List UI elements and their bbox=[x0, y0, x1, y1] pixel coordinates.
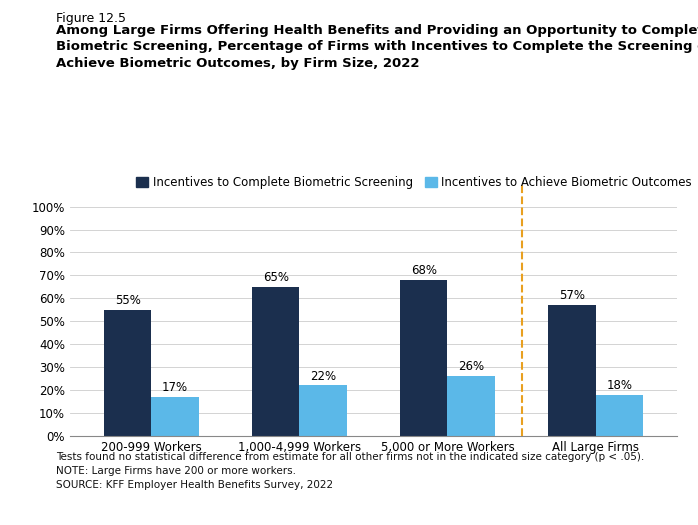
Bar bbox=[447, 376, 495, 436]
Text: 17%: 17% bbox=[162, 381, 188, 394]
Text: 18%: 18% bbox=[607, 379, 632, 392]
Bar bbox=[151, 397, 199, 436]
Text: 57%: 57% bbox=[559, 289, 585, 302]
Text: 26%: 26% bbox=[458, 361, 484, 373]
Bar bbox=[104, 310, 151, 436]
Text: 68%: 68% bbox=[411, 264, 437, 277]
Bar bbox=[548, 305, 595, 436]
Text: 55%: 55% bbox=[114, 294, 140, 307]
Bar bbox=[595, 394, 643, 436]
Text: 65%: 65% bbox=[262, 271, 289, 284]
Text: Figure 12.5: Figure 12.5 bbox=[56, 12, 126, 25]
Text: 22%: 22% bbox=[310, 370, 336, 383]
Bar bbox=[400, 280, 447, 436]
Text: Among Large Firms Offering Health Benefits and Providing an Opportunity to Compl: Among Large Firms Offering Health Benefi… bbox=[56, 24, 698, 70]
Legend: Incentives to Complete Biometric Screening, Incentives to Achieve Biometric Outc: Incentives to Complete Biometric Screeni… bbox=[131, 171, 697, 194]
Bar bbox=[299, 385, 347, 436]
Bar bbox=[252, 287, 299, 436]
Text: Tests found no statistical difference from estimate for all other firms not in t: Tests found no statistical difference fr… bbox=[56, 452, 644, 489]
